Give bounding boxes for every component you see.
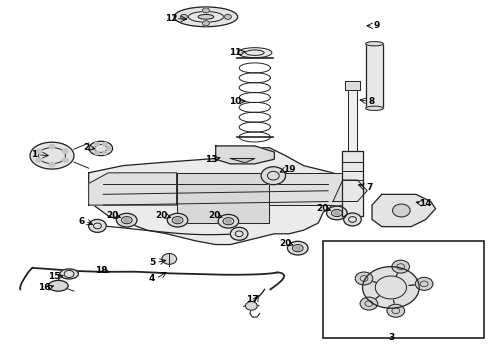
Text: 18: 18 <box>95 266 107 275</box>
Text: 20: 20 <box>279 239 292 248</box>
Text: 4: 4 <box>149 274 155 283</box>
Circle shape <box>89 220 106 232</box>
Polygon shape <box>347 90 357 151</box>
Circle shape <box>224 14 231 19</box>
Circle shape <box>360 297 378 310</box>
Ellipse shape <box>218 215 239 228</box>
Ellipse shape <box>327 206 347 220</box>
Polygon shape <box>372 194 436 226</box>
Circle shape <box>174 218 180 222</box>
Polygon shape <box>176 173 270 223</box>
Text: 8: 8 <box>369 96 375 105</box>
Circle shape <box>106 147 111 150</box>
Text: 20: 20 <box>106 211 118 220</box>
Circle shape <box>392 204 410 217</box>
Circle shape <box>102 151 107 154</box>
Ellipse shape <box>89 141 113 156</box>
Ellipse shape <box>117 213 137 227</box>
Text: 19: 19 <box>283 166 295 175</box>
Ellipse shape <box>49 280 68 291</box>
Ellipse shape <box>288 241 308 255</box>
Text: 2: 2 <box>83 143 89 152</box>
Polygon shape <box>230 158 255 163</box>
Circle shape <box>245 302 257 310</box>
Ellipse shape <box>174 7 238 27</box>
Circle shape <box>343 213 361 226</box>
Circle shape <box>416 278 433 290</box>
Polygon shape <box>89 173 176 205</box>
Polygon shape <box>342 151 363 216</box>
Text: 11: 11 <box>229 48 242 57</box>
Polygon shape <box>89 148 352 244</box>
Circle shape <box>355 272 373 285</box>
Circle shape <box>363 267 419 308</box>
Circle shape <box>91 147 96 150</box>
Ellipse shape <box>60 269 78 279</box>
Circle shape <box>261 167 286 185</box>
Text: 16: 16 <box>38 283 51 292</box>
Circle shape <box>36 158 42 162</box>
Circle shape <box>225 219 231 224</box>
Ellipse shape <box>30 142 74 169</box>
Circle shape <box>49 144 55 149</box>
Text: 20: 20 <box>156 211 168 220</box>
Circle shape <box>95 142 99 146</box>
Text: 13: 13 <box>204 155 217 164</box>
Circle shape <box>124 218 130 222</box>
Text: 17: 17 <box>246 294 259 303</box>
Circle shape <box>392 260 410 273</box>
Ellipse shape <box>366 41 383 46</box>
Circle shape <box>202 21 209 26</box>
Text: 14: 14 <box>419 199 432 208</box>
Text: 3: 3 <box>389 333 395 342</box>
Circle shape <box>36 149 42 153</box>
Text: 20: 20 <box>209 211 221 220</box>
Circle shape <box>202 8 209 13</box>
Circle shape <box>62 149 68 153</box>
Text: 12: 12 <box>166 14 178 23</box>
Ellipse shape <box>198 14 214 19</box>
Circle shape <box>162 253 176 264</box>
Circle shape <box>180 14 187 19</box>
Circle shape <box>102 142 107 146</box>
Polygon shape <box>366 44 383 108</box>
Circle shape <box>295 246 301 250</box>
Bar <box>323 241 485 338</box>
Polygon shape <box>333 180 367 202</box>
Ellipse shape <box>238 48 272 58</box>
Ellipse shape <box>167 213 188 227</box>
Text: 6: 6 <box>78 217 84 226</box>
Polygon shape <box>344 81 360 90</box>
Text: 9: 9 <box>374 21 380 30</box>
Circle shape <box>49 162 55 167</box>
Circle shape <box>230 227 248 240</box>
Text: 5: 5 <box>149 258 155 267</box>
Circle shape <box>334 211 340 215</box>
Circle shape <box>95 151 99 154</box>
Text: 20: 20 <box>316 204 328 213</box>
Text: 7: 7 <box>367 183 373 192</box>
Text: 10: 10 <box>229 96 242 105</box>
Circle shape <box>387 304 405 317</box>
Circle shape <box>62 158 68 162</box>
Text: 1: 1 <box>31 150 37 159</box>
Polygon shape <box>270 173 352 205</box>
Polygon shape <box>216 146 274 164</box>
Ellipse shape <box>366 106 383 111</box>
Text: 15: 15 <box>48 272 61 281</box>
